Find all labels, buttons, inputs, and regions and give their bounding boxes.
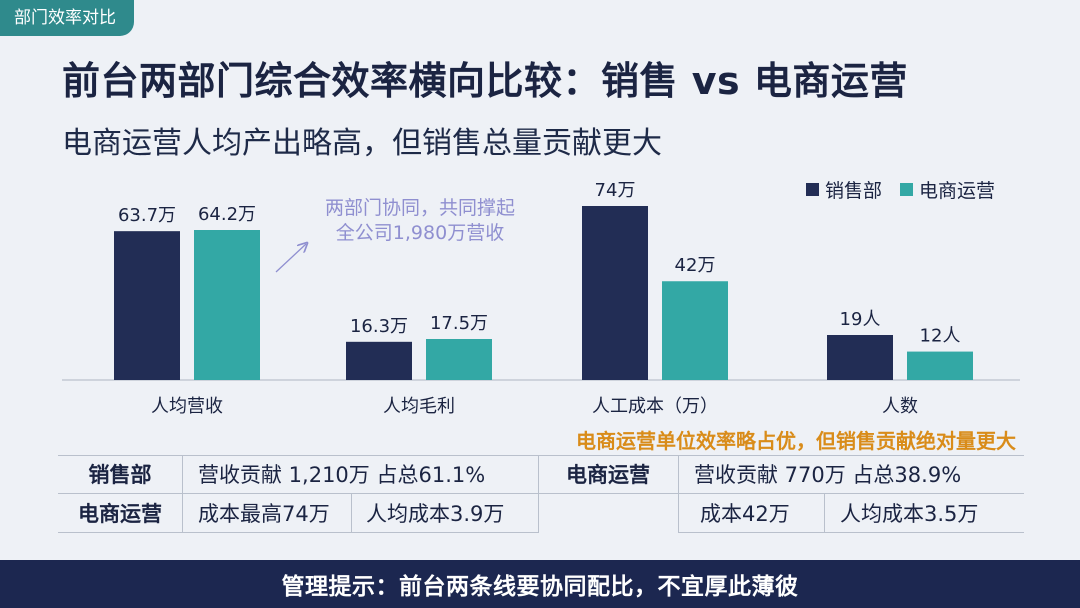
table-col-divider — [351, 493, 352, 533]
bar-ecom-3 — [907, 351, 973, 380]
row2-label-cell: 电商运营 — [78, 502, 162, 526]
data-label-sales-2: 74万 — [595, 180, 636, 201]
legend-swatch-sales — [806, 183, 819, 196]
data-label-ecom-1: 17.5万 — [430, 313, 488, 334]
sales-name-cell: 销售部 — [88, 463, 152, 487]
management-tip-footer: 管理提示：前台两条线要协同配比，不宜厚此薄彼 — [0, 560, 1080, 608]
bar-sales-3 — [827, 335, 893, 380]
chart-annotation: 两部门协同，共同撑起 全公司1,980万营收 — [300, 196, 540, 246]
data-label-sales-0: 63.7万 — [118, 205, 176, 226]
table-col-divider — [182, 455, 183, 533]
legend-label-sales: 销售部 — [825, 180, 883, 202]
legend-label-ecom: 电商运营 — [919, 180, 996, 202]
page-title: 前台两部门综合效率横向比较：销售 vs 电商运营 — [62, 59, 908, 103]
category-label-2: 人工成本（万） — [592, 396, 718, 417]
annotation-line-1: 两部门协同，共同撑起 — [324, 197, 515, 219]
table-col-divider — [538, 455, 539, 533]
bar-ecom-0 — [194, 230, 260, 380]
data-label-ecom-3: 12人 — [920, 326, 961, 347]
table-col-divider — [824, 493, 825, 533]
table-border-bottom-left — [58, 532, 538, 533]
ecom-revenue-cell: 营收贡献 770万 占总38.9% — [694, 463, 962, 487]
legend-swatch-ecom — [900, 183, 914, 196]
annotation-line-2: 全公司1,980万营收 — [335, 222, 505, 244]
bar-sales-0 — [114, 231, 180, 380]
page-subtitle: 电商运营人均产出略高，但销售总量贡献更大 — [62, 126, 662, 161]
ecom-name-cell: 电商运营 — [566, 463, 650, 487]
category-label-1: 人均毛利 — [383, 396, 455, 417]
sales-per-capita-cost-cell: 人均成本3.9万 — [366, 502, 505, 526]
sales-revenue-cell: 营收贡献 1,210万 占总61.1% — [198, 463, 486, 487]
ecom-cost-cell: 成本42万 — [700, 502, 790, 526]
stats-table: 销售部 营收贡献 1,210万 占总61.1% 电商运营 成本最高74万 人均成… — [58, 455, 1024, 533]
table-col-divider — [678, 455, 679, 533]
efficiency-caption: 电商运营单位效率略占优，但销售贡献绝对量更大 — [576, 429, 1016, 453]
bar-ecom-1 — [426, 339, 492, 380]
category-label-3: 人数 — [882, 396, 918, 417]
legend-item-ecom: 电商运营 — [900, 176, 995, 203]
bar-ecom-2 — [662, 281, 728, 380]
category-label-0: 人均营收 — [151, 396, 223, 417]
annotation-arrow — [275, 244, 306, 273]
table-border-top — [58, 455, 1024, 456]
chart-legend: 销售部 电商运营 — [806, 176, 995, 203]
bar-sales-2 — [582, 206, 648, 380]
table-row-divider — [58, 493, 1024, 494]
section-tag: 部门效率对比 — [0, 0, 134, 36]
data-label-sales-1: 16.3万 — [350, 316, 408, 337]
data-label-sales-3: 19人 — [840, 309, 881, 330]
table-border-bottom-right — [678, 532, 1024, 533]
legend-item-sales: 销售部 — [806, 176, 882, 203]
ecom-per-capita-cost-cell: 人均成本3.5万 — [840, 502, 979, 526]
bar-sales-1 — [346, 341, 412, 380]
data-label-ecom-2: 42万 — [675, 255, 716, 276]
sales-cost-cell: 成本最高74万 — [198, 502, 330, 526]
data-label-ecom-0: 64.2万 — [198, 204, 256, 225]
